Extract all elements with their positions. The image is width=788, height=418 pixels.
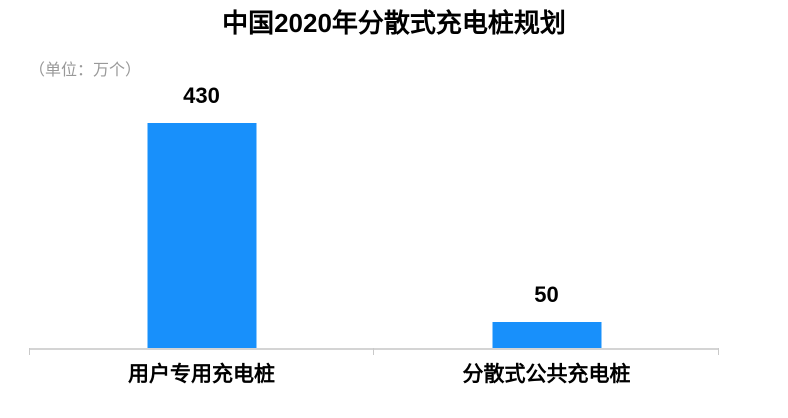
category-label: 用户专用充电桩 bbox=[128, 363, 275, 386]
axis-tick-right bbox=[718, 348, 719, 355]
x-axis-line bbox=[29, 348, 719, 350]
unit-label: （单位：万个） bbox=[29, 62, 142, 79]
chart-title: 中国2020年分散式充电桩规划 bbox=[222, 8, 566, 38]
bar bbox=[492, 322, 601, 348]
value-label: 50 bbox=[534, 282, 559, 307]
bar-group: 430 bbox=[29, 0, 374, 348]
bar-group: 50 bbox=[374, 0, 719, 348]
bar bbox=[147, 123, 256, 348]
category-label: 分散式公共充电桩 bbox=[462, 363, 631, 386]
plot-area: 430 50 bbox=[29, 0, 719, 348]
axis-tick-middle bbox=[373, 348, 374, 355]
axis-tick-left bbox=[29, 348, 30, 355]
value-label: 430 bbox=[183, 83, 220, 108]
